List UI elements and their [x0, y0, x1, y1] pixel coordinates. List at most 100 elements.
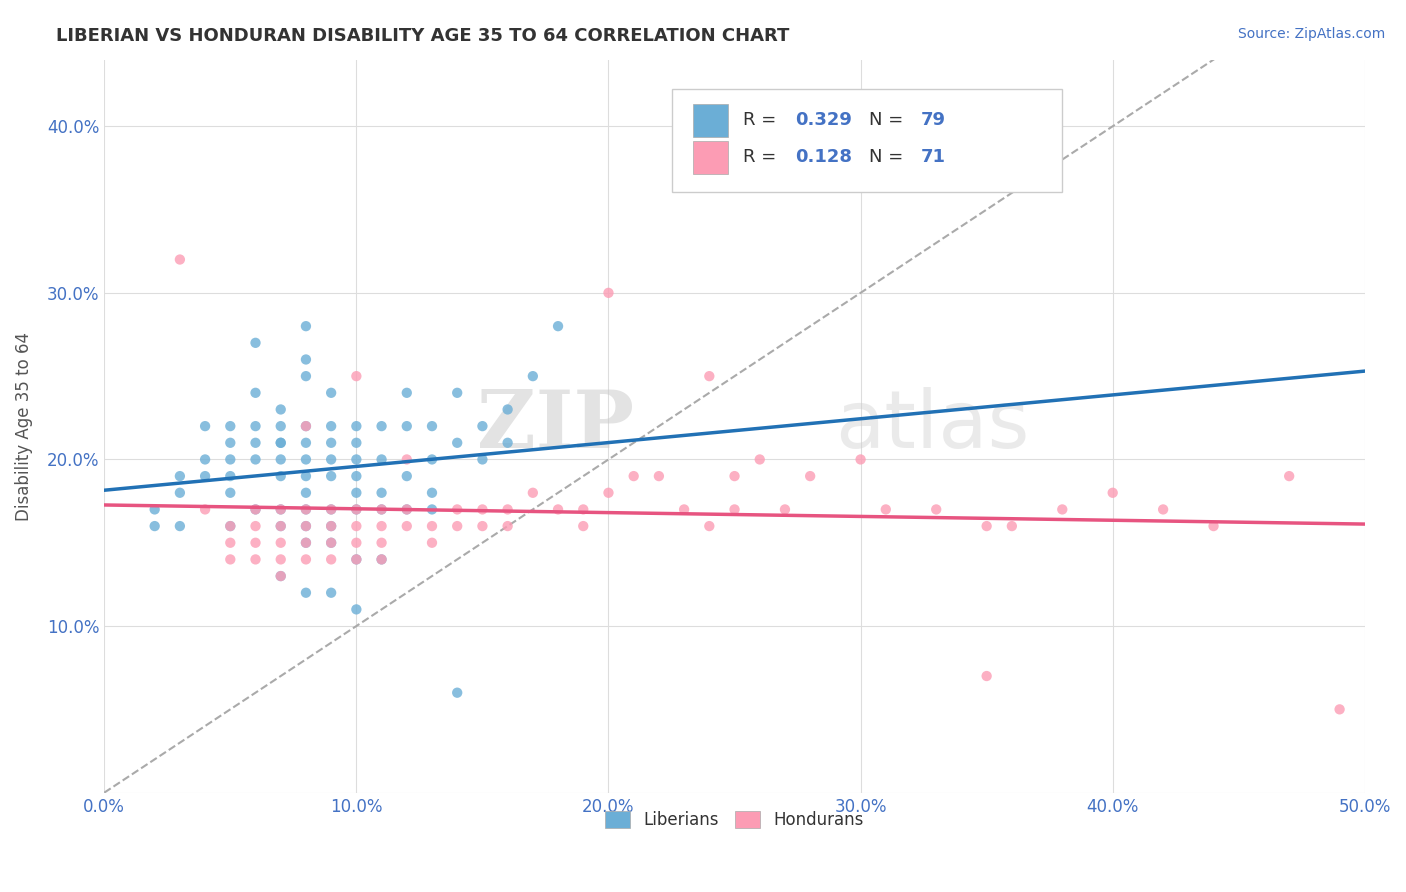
Point	[773, 502, 796, 516]
Point	[471, 419, 494, 434]
Point	[270, 435, 292, 450]
Point	[295, 552, 318, 566]
Point	[1278, 469, 1301, 483]
Point	[370, 552, 392, 566]
Text: R =: R =	[744, 112, 782, 129]
Point	[245, 552, 267, 566]
Text: 71: 71	[921, 148, 946, 166]
Point	[370, 502, 392, 516]
Point	[169, 485, 191, 500]
Point	[270, 552, 292, 566]
Point	[270, 435, 292, 450]
Text: ZIP: ZIP	[477, 387, 634, 465]
Point	[270, 519, 292, 533]
Point	[270, 519, 292, 533]
Point	[295, 369, 318, 384]
Point	[143, 519, 166, 533]
Point	[270, 502, 292, 516]
Point	[976, 669, 998, 683]
Point	[673, 502, 696, 516]
Point	[295, 419, 318, 434]
Point	[395, 502, 418, 516]
Point	[295, 435, 318, 450]
Point	[169, 252, 191, 267]
Point	[295, 502, 318, 516]
Point	[370, 552, 392, 566]
Text: R =: R =	[744, 148, 782, 166]
Point	[420, 535, 443, 549]
Text: LIBERIAN VS HONDURAN DISABILITY AGE 35 TO 64 CORRELATION CHART: LIBERIAN VS HONDURAN DISABILITY AGE 35 T…	[56, 27, 790, 45]
Point	[496, 402, 519, 417]
Point	[270, 469, 292, 483]
Point	[295, 519, 318, 533]
Point	[598, 485, 620, 500]
Point	[420, 519, 443, 533]
Point	[219, 485, 242, 500]
Point	[446, 686, 468, 700]
Point	[496, 435, 519, 450]
Point	[270, 419, 292, 434]
Point	[446, 435, 468, 450]
Point	[648, 469, 671, 483]
Point	[849, 452, 872, 467]
Point	[572, 502, 595, 516]
Point	[321, 535, 343, 549]
Point	[547, 319, 569, 334]
Point	[1152, 502, 1174, 516]
Point	[370, 485, 392, 500]
Point	[295, 519, 318, 533]
Point	[270, 402, 292, 417]
Point	[1202, 519, 1225, 533]
Point	[344, 502, 367, 516]
Point	[471, 452, 494, 467]
Point	[219, 552, 242, 566]
Legend: Liberians, Hondurans: Liberians, Hondurans	[599, 804, 870, 836]
Point	[623, 469, 645, 483]
Point	[344, 519, 367, 533]
Point	[976, 519, 998, 533]
Point	[344, 535, 367, 549]
Point	[245, 502, 267, 516]
Point	[295, 585, 318, 599]
Point	[395, 502, 418, 516]
Point	[420, 502, 443, 516]
Point	[219, 469, 242, 483]
Text: 0.329: 0.329	[794, 112, 852, 129]
Point	[321, 519, 343, 533]
Point	[143, 502, 166, 516]
Point	[245, 452, 267, 467]
Point	[295, 452, 318, 467]
Point	[270, 569, 292, 583]
Point	[295, 535, 318, 549]
Point	[245, 435, 267, 450]
Point	[496, 519, 519, 533]
Point	[446, 519, 468, 533]
Point	[321, 552, 343, 566]
Point	[194, 469, 217, 483]
Point	[420, 485, 443, 500]
Point	[446, 385, 468, 400]
Point	[723, 502, 745, 516]
Point	[395, 452, 418, 467]
Point	[295, 469, 318, 483]
FancyBboxPatch shape	[672, 89, 1063, 192]
Point	[395, 519, 418, 533]
Y-axis label: Disability Age 35 to 64: Disability Age 35 to 64	[15, 332, 32, 521]
Point	[697, 519, 720, 533]
Point	[370, 502, 392, 516]
Point	[799, 469, 821, 483]
Point	[295, 352, 318, 367]
Point	[321, 469, 343, 483]
Point	[1101, 485, 1123, 500]
Point	[471, 519, 494, 533]
Point	[598, 285, 620, 300]
Point	[344, 552, 367, 566]
Point	[270, 502, 292, 516]
Point	[344, 419, 367, 434]
Point	[344, 502, 367, 516]
Point	[420, 419, 443, 434]
Point	[344, 602, 367, 616]
Point	[522, 485, 544, 500]
Point	[295, 485, 318, 500]
Point	[875, 502, 897, 516]
